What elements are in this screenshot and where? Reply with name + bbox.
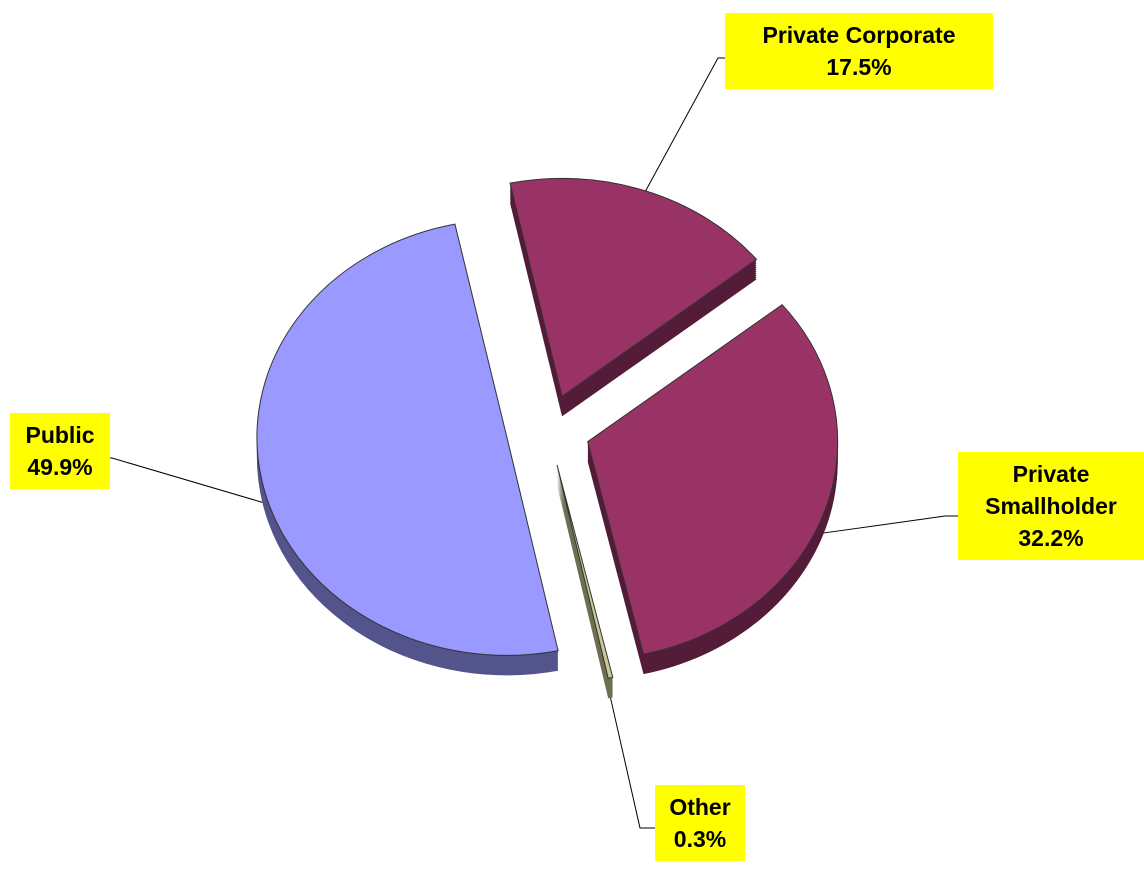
pie-slice (256, 223, 559, 656)
label-name: Private Corporate (762, 22, 956, 48)
label-value: 17.5% (826, 54, 892, 80)
leader-line (610, 697, 655, 829)
leader-line (823, 515, 958, 534)
data-label: Public 49.9% (10, 413, 110, 489)
data-label: Other 0.3% (655, 785, 745, 861)
label-value: 0.3% (673, 826, 727, 852)
pie-slice (509, 177, 758, 398)
data-label: Private Corporate 17.5% (725, 13, 993, 89)
pie-slice (556, 464, 614, 679)
leader-line (645, 57, 725, 192)
label-name: Public (25, 422, 95, 448)
label-value: 49.9% (27, 454, 93, 480)
label-name: Other (669, 794, 731, 820)
pie-slice (587, 304, 839, 655)
label-value: 32.2% (1018, 525, 1084, 551)
label-name: Private Smallholder (985, 461, 1117, 519)
leader-line (110, 457, 263, 503)
data-label: Private Smallholder 32.2% (958, 452, 1144, 560)
